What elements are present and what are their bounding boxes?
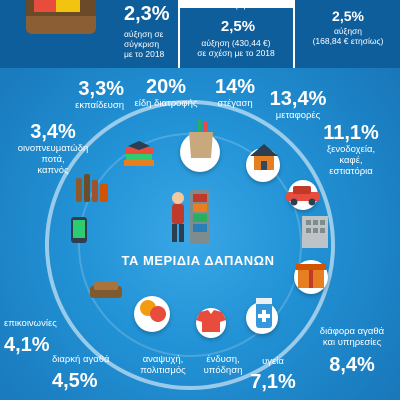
category-health: υγεία 7,1%	[250, 356, 296, 393]
category-clothing: ένδυση, υπόδηση	[203, 354, 243, 376]
category-misc: διάφορα αγαθά και υπηρεσίες 8,4%	[319, 326, 385, 376]
medicine-icon	[250, 296, 278, 332]
top-mid-header: τον μήνα	[221, 0, 255, 10]
car-icon	[284, 184, 322, 206]
top-mid-desc: αύξηση (430,44 €) σε σχέση με το 2018	[197, 38, 275, 58]
gift-box-icon	[294, 258, 328, 292]
category-durable-goods: διαρκή αγαθά 4,5%	[52, 354, 110, 392]
category-education: 3,3% εκπαίδευση	[75, 78, 124, 111]
top-right-pct: 2,5%	[332, 8, 364, 24]
category-food: 20% είδη διατροφής	[134, 76, 198, 109]
band-divider-1	[178, 0, 180, 68]
shopper-icon	[160, 186, 216, 246]
smartphone-icon	[70, 216, 88, 244]
books-icon	[122, 140, 156, 170]
top-left-pct: 2,3%	[124, 3, 170, 25]
top-left-desc: αύξηση σε σύγκριση με το 2018	[124, 29, 165, 59]
category-housing: 14% στέγαση	[214, 76, 256, 109]
clothes-icon	[194, 308, 228, 334]
category-communications: επικοινωνίες 4,1%	[4, 318, 57, 356]
section-title: ΤΑ ΜΕΡΙΔΙΑ ΔΑΠΑΝΩΝ	[121, 253, 275, 268]
drinks-icon	[72, 170, 112, 206]
top-right-desc: αύξηση (168,84 € ετησίως)	[312, 26, 384, 46]
category-transport: 13,4% μεταφορές	[269, 88, 327, 121]
wallet-icon	[26, 0, 96, 34]
top-mid-pct: 2,5%	[220, 18, 256, 35]
sofa-icon	[88, 280, 124, 302]
outer-ring	[45, 100, 335, 390]
category-hotels: 11,1% ξενοδοχεία, καφέ, εστιατόρια	[323, 122, 379, 177]
grocery-bag-icon	[186, 120, 216, 160]
category-recreation: αναψυχή, πολιτισμός	[140, 354, 186, 376]
band-divider-2	[293, 0, 295, 68]
band-top-box	[178, 0, 293, 8]
theater-icon	[136, 296, 170, 328]
category-alcohol: 3,4% οινοπνευματώδη ποτά, καπνός	[17, 121, 89, 176]
house-icon	[248, 142, 280, 172]
hotel-icon	[300, 212, 330, 248]
